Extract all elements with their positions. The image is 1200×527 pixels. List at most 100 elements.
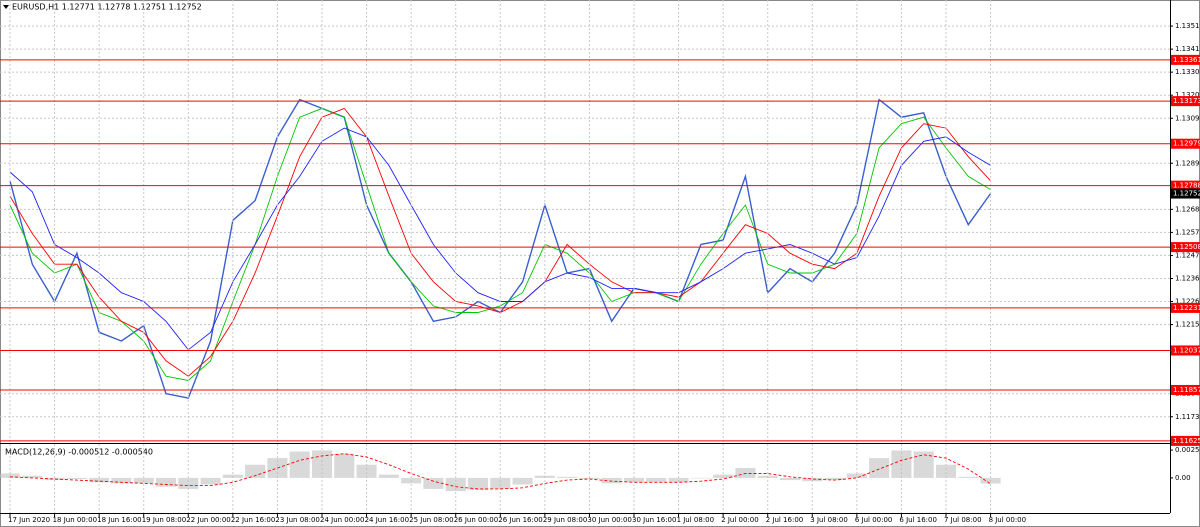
macd-bar [935, 464, 957, 478]
x-tick-label: 22 Jun 00:00 [186, 516, 230, 524]
macd-bar [846, 473, 867, 478]
level-label-box [1171, 435, 1200, 446]
level-label-box [1171, 54, 1200, 65]
level-label: 1.12037 [1173, 346, 1200, 354]
y-tick-label: 1.13515 [1175, 22, 1200, 30]
y-tick-label: 1.13200 [1175, 91, 1200, 99]
level-label: 1.12979 [1173, 140, 1200, 148]
level-label-box [1171, 180, 1200, 191]
signal-line [9, 453, 991, 490]
level-label-box [1171, 302, 1200, 313]
y-tick-label: 0.00 [1175, 474, 1191, 482]
macd-bar [869, 458, 890, 478]
level-label: 1.11857 [1173, 386, 1200, 394]
level-label: 1.13361 [1173, 56, 1200, 64]
level-label-box [1171, 96, 1200, 107]
level-label: 1.11625 [1173, 437, 1200, 445]
macd-bar [512, 477, 533, 485]
y-tick-label: 1.12260 [1175, 298, 1200, 306]
level-label: 1.12508 [1173, 243, 1200, 251]
x-tick-label: 24 Jun 16:00 [365, 516, 409, 524]
y-tick-label: 1.13305 [1175, 68, 1200, 76]
y-tick-label: 1.13410 [1175, 45, 1200, 53]
macd-bar [980, 477, 1001, 484]
macd-bar [713, 474, 734, 478]
y-tick-label: 1.12575 [1175, 228, 1200, 236]
macd-bar [757, 475, 778, 478]
macd-bar [0, 473, 21, 478]
macd-bar [111, 477, 132, 484]
y-tick-label: 1.12680 [1175, 205, 1200, 213]
level-label-box [1171, 384, 1200, 395]
x-tick-label: 6 Jul 00:00 [855, 516, 893, 524]
macd-bar [44, 477, 65, 481]
level-label-box [1171, 138, 1200, 149]
macd-bar [646, 477, 667, 483]
y-tick-label: 1.12155 [1175, 321, 1200, 329]
macd-bar [958, 476, 979, 478]
x-tick-label: 8 Jul 00:00 [989, 516, 1027, 524]
macd-bar [891, 450, 912, 478]
macd-bar [89, 477, 110, 483]
macd-bar [534, 475, 555, 478]
macd-bar [245, 464, 266, 478]
macd-bar [401, 477, 422, 484]
macd-bar [579, 477, 600, 479]
y-tick-label: 1.13095 [1175, 114, 1200, 122]
macd-bar [155, 477, 177, 487]
x-tick-label: 23 Jun 08:00 [275, 516, 319, 524]
x-tick-label: 18 Jun 16:00 [97, 516, 141, 524]
x-tick-label: 17 Jun 2020 [8, 516, 50, 524]
x-tick-label: 30 Jun 16:00 [632, 516, 676, 524]
x-tick-label: 3 Jul 08:00 [810, 516, 848, 524]
macd-bar [668, 477, 689, 483]
macd-bar [311, 450, 333, 478]
macd-bar [802, 477, 823, 482]
macd-bar [601, 477, 622, 484]
x-tick-label: 2 Jul 00:00 [721, 516, 759, 524]
x-tick-label: 18 Jun 00:00 [53, 516, 97, 524]
macd-bar [690, 477, 711, 479]
macd-bar [735, 468, 756, 478]
x-tick-label: 26 Jun 16:00 [498, 516, 542, 524]
macd-bar [178, 477, 199, 489]
x-tick-label: 25 Jun 08:00 [409, 516, 453, 524]
x-tick-label: 6 Jul 16:00 [899, 516, 937, 524]
level-label-box [1171, 345, 1200, 356]
macd-bar [133, 477, 154, 484]
macd-bar [423, 477, 444, 489]
macd-bar [467, 477, 489, 490]
y-tick-label: 0.002531 [1175, 446, 1200, 454]
macd-bar [378, 474, 399, 478]
panel [0, 450, 1001, 492]
last-price-box [1171, 188, 1200, 199]
x-tick-label: 1 Jul 08:00 [677, 516, 715, 524]
macd-title: MACD(12,26,9) -0.000512 -0.000540 [5, 448, 153, 457]
x-tick-label: 24 Jun 00:00 [320, 516, 364, 524]
macd-bar [779, 477, 801, 481]
last-price-label: 1.12752 [1173, 190, 1200, 198]
symbol-arrow [3, 5, 9, 9]
y-tick-label: 1.12470 [1175, 251, 1200, 259]
level-label: 1.13173 [1173, 97, 1200, 105]
level-label: 1.12231 [1173, 304, 1200, 312]
macd-bar [200, 477, 221, 485]
chart-title: EURUSD,H1 1.12771 1.12778 1.12751 1.1275… [12, 3, 202, 12]
macd-bar [824, 477, 845, 481]
macd-bar [356, 464, 377, 478]
macd-bar [557, 476, 578, 478]
x-tick-label: 19 Jun 08:00 [142, 516, 186, 524]
x-tick-label: 29 Jun 08:00 [543, 516, 587, 524]
macd-bar [623, 477, 645, 483]
y-tick-label: 1.12890 [1175, 159, 1200, 167]
x-tick-label: 2 Jul 16:00 [766, 516, 804, 524]
x-tick-label: 30 Jun 00:00 [587, 516, 631, 524]
x-tick-label: 26 Jun 00:00 [454, 516, 498, 524]
macd-bar [913, 451, 934, 478]
level-label-box [1171, 242, 1200, 253]
y-tick-label: 1.11735 [1175, 413, 1200, 421]
macd-bar [490, 477, 511, 489]
macd-bar [222, 474, 243, 478]
